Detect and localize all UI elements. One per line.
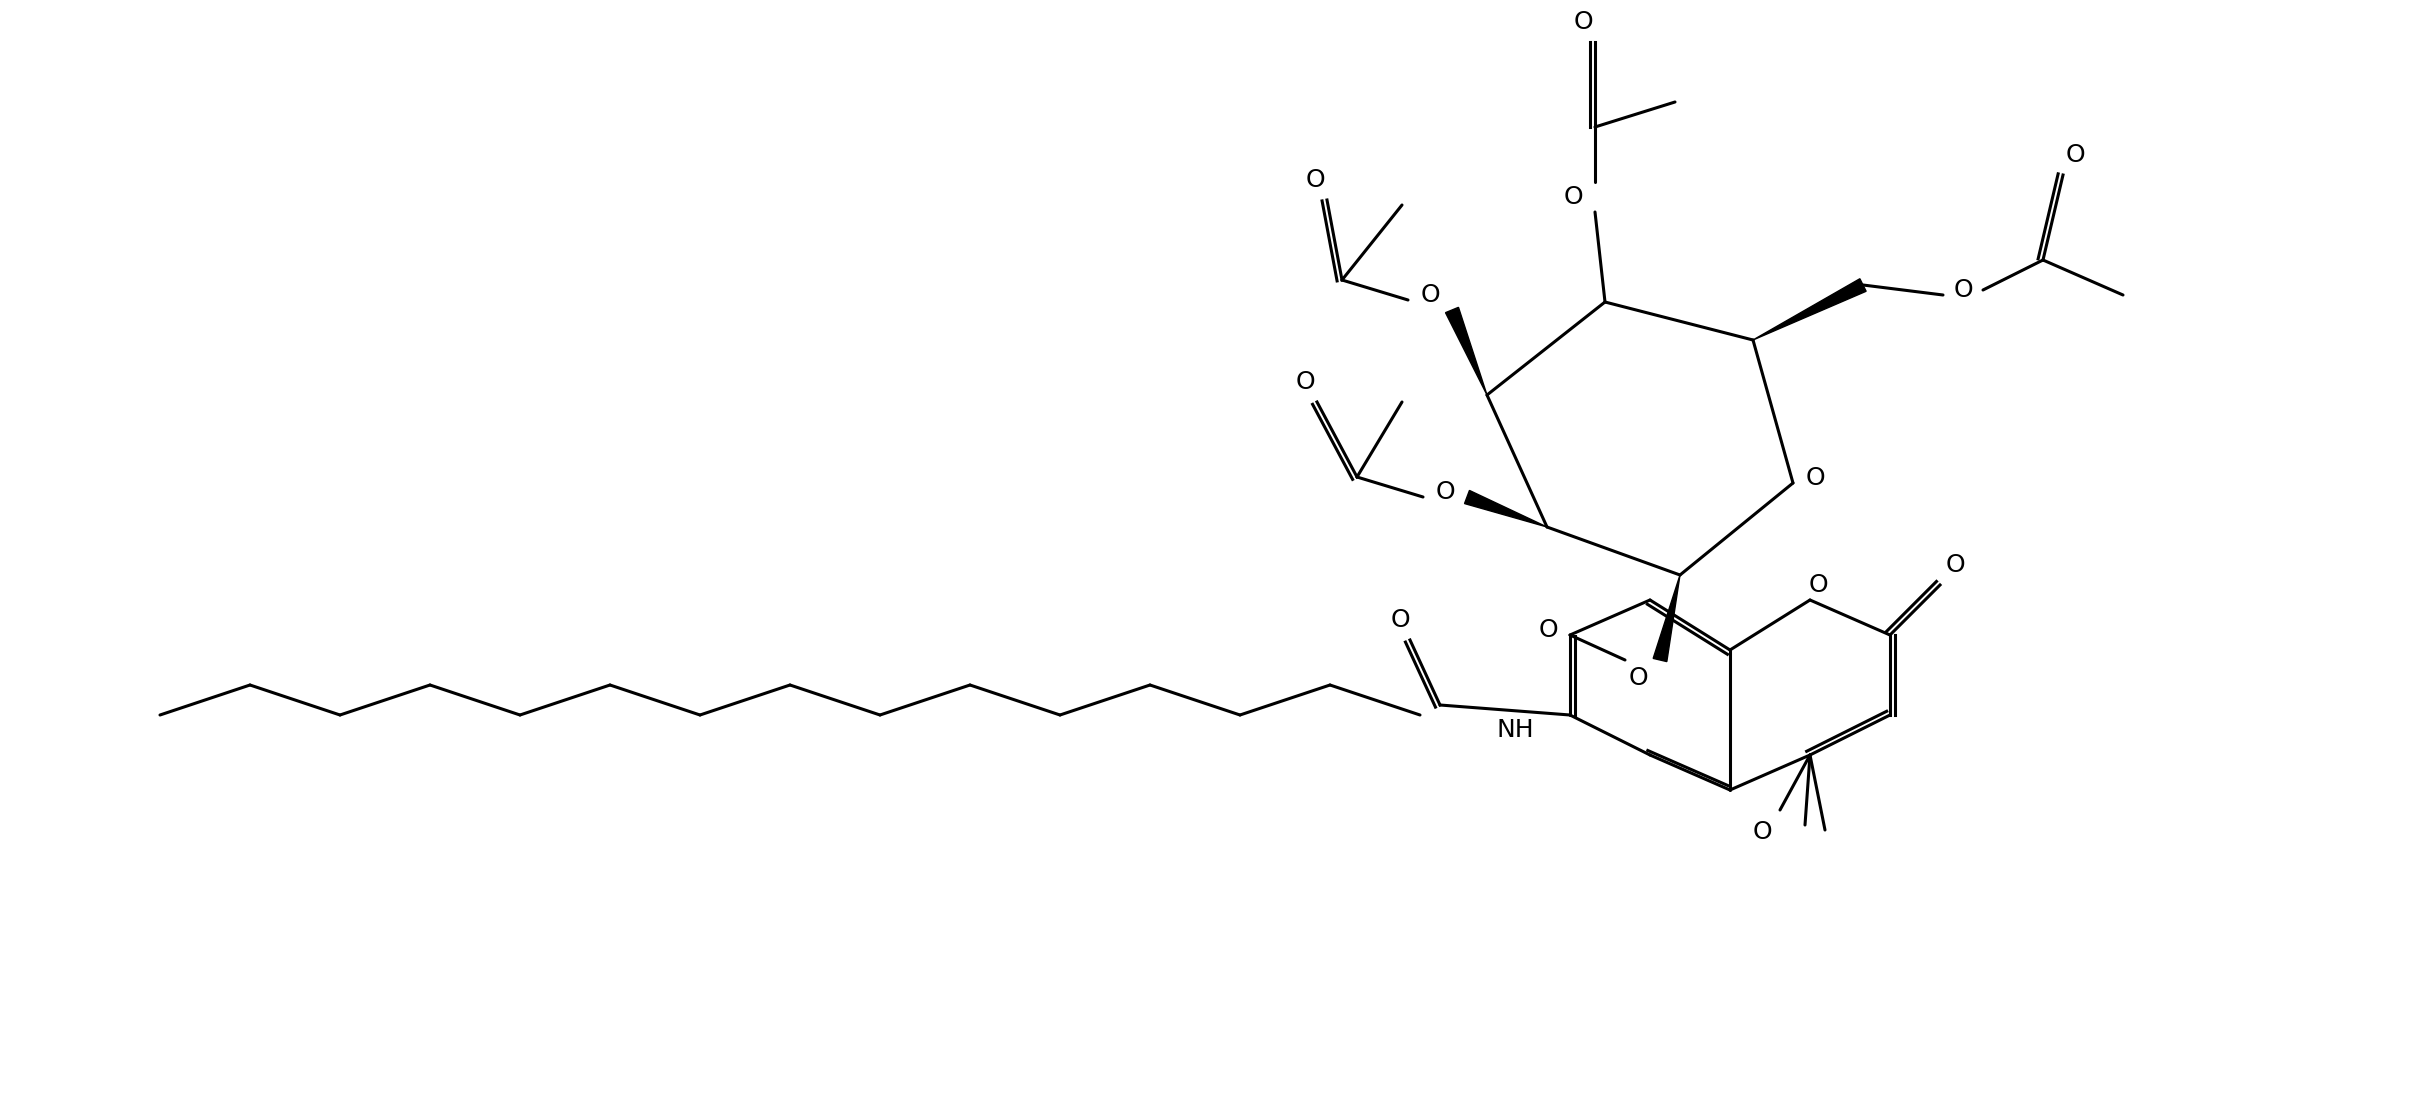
Polygon shape	[1654, 575, 1681, 662]
Text: O: O	[1954, 278, 1973, 302]
Text: O: O	[1304, 168, 1326, 192]
Text: O: O	[1628, 666, 1647, 690]
Text: O: O	[1944, 553, 1966, 578]
Text: O: O	[1753, 820, 1773, 844]
Polygon shape	[1753, 279, 1867, 340]
Polygon shape	[1463, 491, 1548, 527]
Text: O: O	[1804, 466, 1826, 490]
Text: O: O	[1563, 184, 1582, 209]
Text: O: O	[1435, 480, 1454, 504]
Text: O: O	[1572, 10, 1594, 34]
Text: O: O	[1391, 608, 1410, 632]
Polygon shape	[1447, 307, 1488, 395]
Text: O: O	[1538, 618, 1558, 642]
Text: O: O	[2065, 143, 2084, 167]
Text: NH: NH	[1497, 718, 1534, 742]
Text: O: O	[1294, 370, 1314, 394]
Text: O: O	[1809, 573, 1828, 597]
Text: O: O	[1420, 283, 1439, 307]
